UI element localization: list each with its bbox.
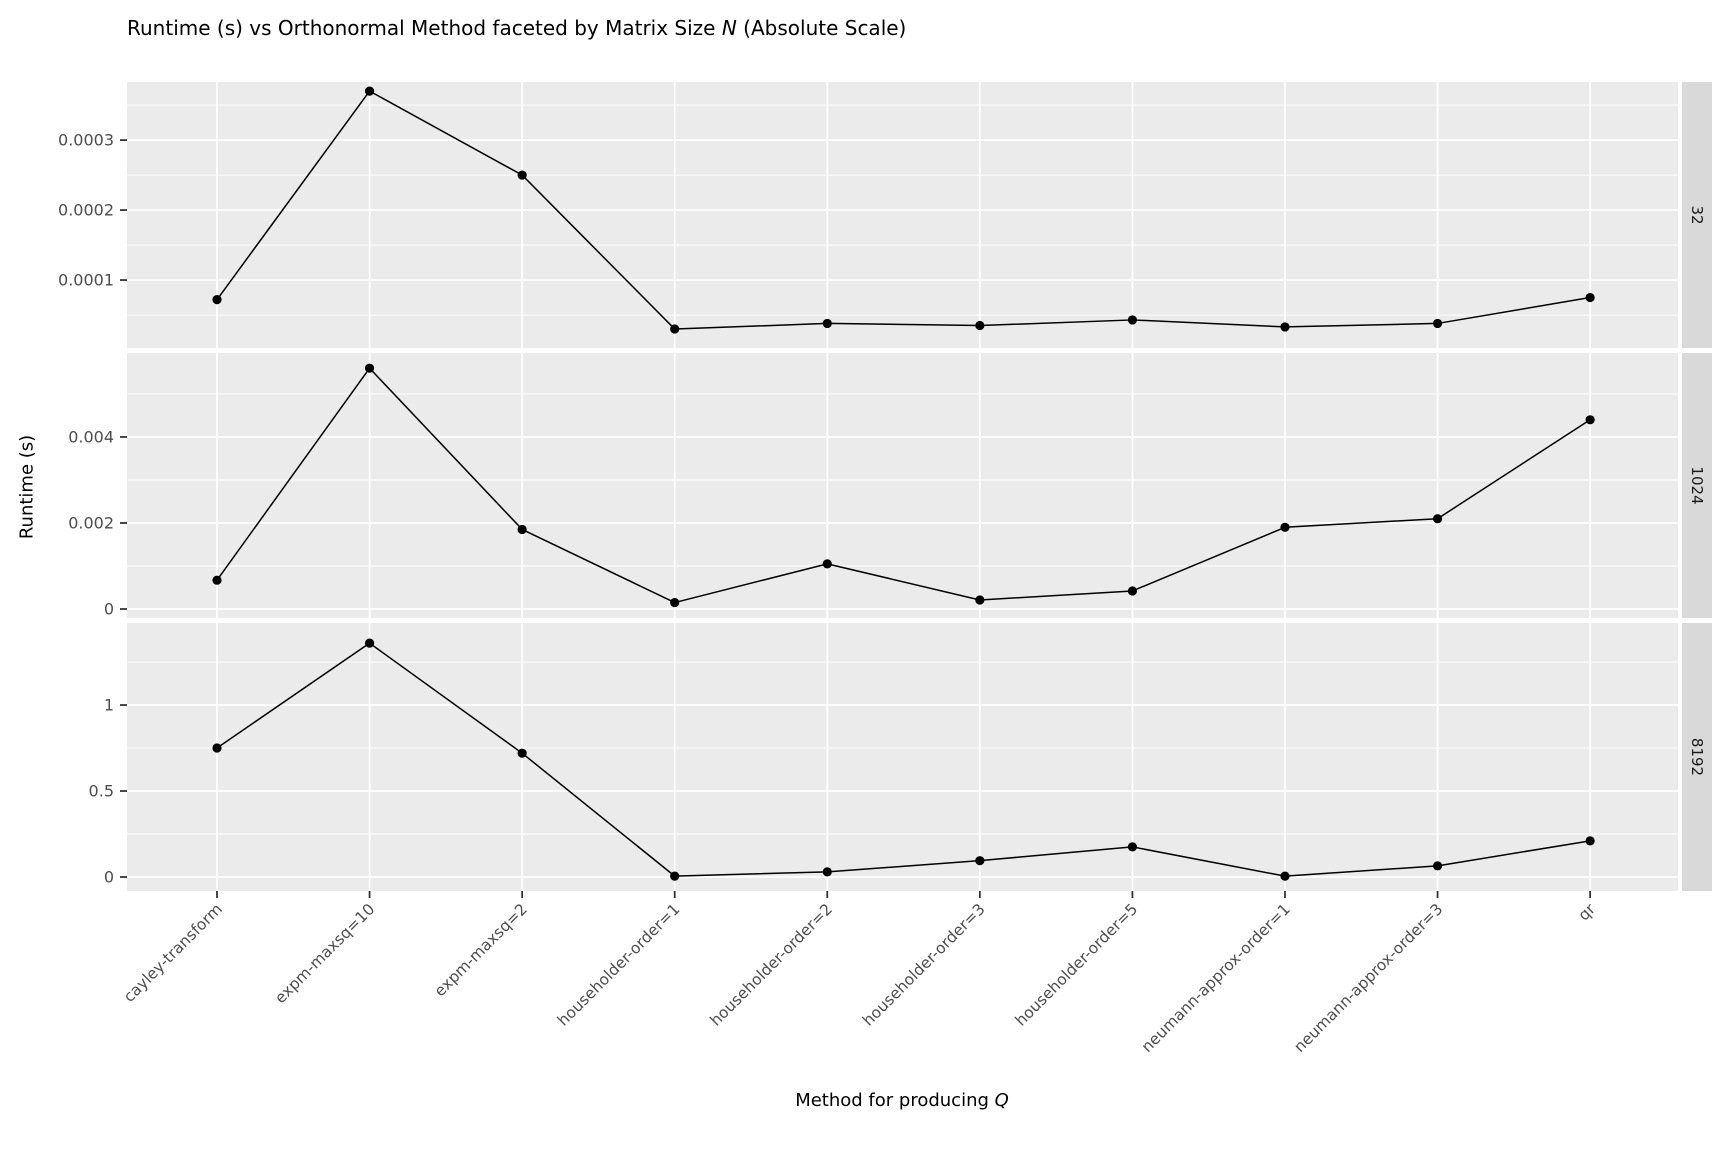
data-point: [1432, 861, 1443, 871]
x-tick-label: cayley-transform: [120, 900, 226, 1006]
chart-title-prefix: Runtime (s) vs Orthonormal Method facete…: [127, 16, 722, 40]
data-point: [517, 524, 527, 535]
x-axis-title: Method for producing Q: [795, 1090, 1009, 1111]
data-point: [670, 871, 680, 881]
y-tick-label: 0.0003: [58, 131, 114, 150]
x-tick-label: householder-order=1: [554, 900, 684, 1030]
x-tick-label: expm-maxsq=2: [431, 900, 531, 1000]
y-tick-label: 0.002: [68, 514, 114, 533]
panel-background: [127, 82, 1678, 348]
data-point: [1280, 522, 1290, 532]
x-tick-label: qr: [1575, 900, 1600, 925]
data-point: [212, 743, 222, 753]
x-axis-title-italic: Q: [994, 1090, 1009, 1111]
data-point: [1127, 586, 1138, 596]
x-tick-label: expm-maxsq=10: [271, 900, 378, 1007]
data-point: [1432, 318, 1443, 329]
runtime-line: [216, 90, 1591, 330]
runtime-line: [216, 642, 1591, 877]
data-point: [517, 170, 527, 180]
runtime-line: [216, 367, 1591, 604]
data-point: [822, 318, 832, 329]
facet-strip: [1682, 623, 1712, 891]
data-point: [1585, 836, 1595, 846]
y-tick-label: 0.0001: [58, 271, 114, 290]
data-point: [212, 575, 222, 585]
x-tick-label: householder-order=3: [859, 900, 989, 1030]
data-point: [1432, 514, 1443, 524]
y-tick-label: 1: [104, 696, 114, 715]
data-point: [364, 638, 375, 648]
facet-strip-label: 8192: [1688, 738, 1706, 776]
x-tick-label: householder-order=5: [1012, 900, 1142, 1030]
data-point: [364, 363, 375, 373]
facet-strip-label: 32: [1688, 205, 1706, 224]
data-point: [975, 320, 985, 331]
y-tick-label: 0: [104, 600, 114, 619]
chart-title-suffix: (Absolute Scale): [736, 16, 907, 40]
data-point: [212, 295, 222, 305]
data-point: [670, 324, 680, 334]
data-point: [1585, 292, 1595, 303]
data-point: [670, 597, 680, 608]
y-tick-label: 0: [104, 868, 114, 887]
y-tick-label: 0.0002: [58, 201, 114, 220]
facet-strip: [1682, 353, 1712, 618]
panel-background: [127, 353, 1678, 618]
data-point: [517, 748, 527, 758]
x-tick-label: householder-order=2: [707, 900, 837, 1030]
y-tick-label: 0.004: [68, 427, 114, 446]
panel-background: [127, 623, 1678, 891]
facet-strip-label: 1024: [1688, 466, 1706, 504]
y-tick-label: 0.5: [89, 782, 114, 801]
y-axis-title: Runtime (s): [16, 434, 38, 540]
data-point: [1585, 415, 1595, 425]
data-point: [975, 595, 985, 605]
data-point: [822, 867, 832, 877]
x-tick-label: neumann-approx-order=1: [1138, 900, 1294, 1056]
data-point: [364, 86, 375, 96]
chart-title-italic: N: [721, 16, 737, 40]
data-point: [975, 856, 985, 866]
x-tick-label: neumann-approx-order=3: [1290, 900, 1446, 1056]
chart-title: Runtime (s) vs Orthonormal Method facete…: [127, 16, 906, 40]
x-axis-title-prefix: Method for producing: [795, 1090, 995, 1111]
data-point: [1127, 842, 1138, 852]
data-point: [1127, 315, 1138, 325]
data-point: [1280, 871, 1290, 881]
data-point: [822, 559, 832, 569]
facet-strip: [1682, 82, 1712, 348]
data-point: [1280, 322, 1290, 332]
